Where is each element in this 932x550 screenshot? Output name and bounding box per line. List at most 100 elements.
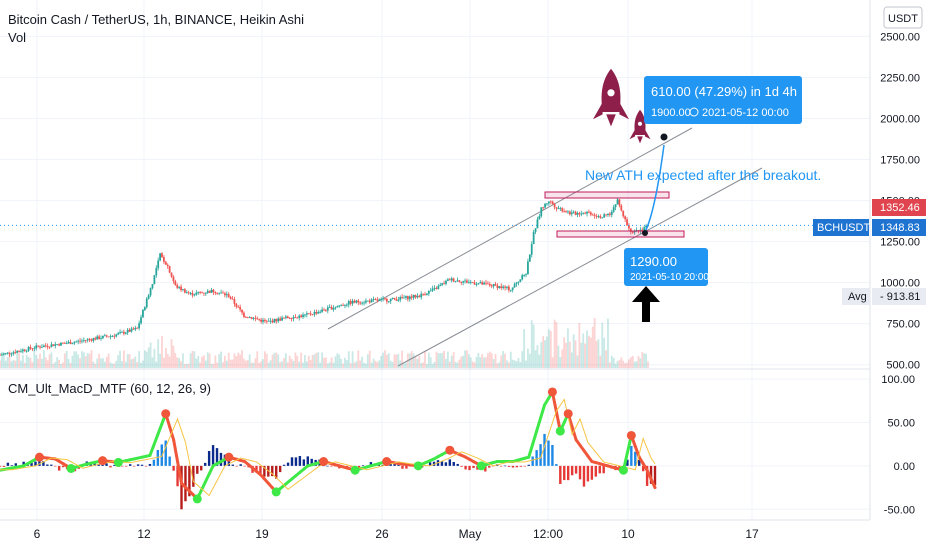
macd-histogram-bar [271,465,274,477]
candle-body [126,329,129,333]
candle-body [31,348,34,350]
currency-button[interactable]: USDT [883,6,923,29]
volume-bar [635,361,638,368]
volume-bar [107,353,110,368]
projection-callout: 610.00 (47.29%) in 1d 4h 1900.00 2021-05… [644,76,802,124]
macd-histogram-bar [172,465,175,471]
candle-body [618,199,621,206]
volume-bar [300,352,303,368]
volume-bar [113,363,116,368]
candle-body [170,272,173,277]
candle-body [345,304,348,306]
breakout-note: New ATH expected after the breakout. [585,167,821,183]
macd-histogram-bar [523,465,526,467]
macd-histogram-bar [50,464,53,466]
volume-bar [296,355,299,368]
volume-bar [122,350,125,368]
volume-bar [511,359,514,368]
candle-body [454,280,457,282]
macd-histogram-bar [653,465,657,486]
macd-histogram-bar [188,465,191,497]
volume-bar [458,359,461,368]
volume-bar [134,356,137,368]
price-axis[interactable]: 500.00750.001000.001250.001500.001750.00… [880,31,920,371]
volume-bar [462,355,465,368]
volume-bar [281,361,283,368]
macd-histogram-bar [140,464,144,466]
volume-bar [612,357,615,368]
candle-body [597,216,600,217]
macd-histogram-bar [46,464,49,466]
volume-bar [126,354,129,368]
volume-bar [130,359,133,368]
candle-body [140,317,142,324]
macd-histogram-bar [203,462,207,466]
volume-bar [143,350,146,368]
time-axis[interactable]: 6 12 19 26 May 12:00 10 17 [34,527,759,541]
volume-bar [618,360,621,368]
candle-body [265,320,268,322]
candle-body [372,299,375,300]
candle-body [498,286,501,289]
volume-bar [450,355,453,368]
volume-bar [21,354,24,368]
volume-bar [628,359,630,368]
macd-cross-dot [192,494,202,504]
volume-bar [572,334,575,368]
candle-body [431,288,434,291]
candle-body [553,204,556,208]
macd-histogram-bar [468,465,471,471]
candle-body [279,318,282,321]
volume-bar [241,350,243,368]
candle-body [572,211,575,213]
candle-body [639,229,642,232]
candle-body [6,352,9,354]
volume-bar [431,363,434,368]
macd-histogram-bar [125,465,128,467]
candle-body [223,293,226,296]
candle-body [267,320,270,322]
candle-body [172,276,175,282]
volume-bar [23,362,26,368]
candle-body [507,286,510,291]
volume-bar [389,360,392,368]
volume-bar [231,359,234,368]
price-tag-name: Avg [848,291,867,303]
candle-body [220,292,222,294]
candle-body [302,314,304,318]
macd-line-segment [152,433,160,447]
candle-body [305,313,308,315]
candle-body [300,315,303,318]
candle-body [46,345,49,347]
candle-body [555,207,558,209]
macd-histogram-bar [176,465,179,487]
volume-bar [39,353,41,368]
volume-bar [121,361,123,368]
volume-bar [239,354,242,368]
macd-histogram-bar [207,451,211,466]
candle-body [332,308,335,310]
volume-bar [620,357,623,368]
macd-line-segment [156,422,164,437]
volume-bar [397,353,400,368]
candle-body [443,283,445,285]
volume-bar [549,330,552,368]
projection-curve [644,144,665,233]
volume-bar [570,352,573,368]
volume-bar [283,357,285,368]
macd-histogram-bar [164,440,167,466]
macd-line-segment [148,443,156,457]
candle-body [4,353,7,354]
volume-bar [351,351,354,368]
volume-bar [203,355,205,368]
candle-body [222,292,224,294]
macd-axis[interactable]: -50.00 0.00 50.00 100.00 [881,374,915,516]
candle-body [628,225,630,229]
candle-body [525,274,527,276]
macd-title: CM_Ult_MacD_MTF (60, 12, 26, 9) [8,381,211,396]
macd-histogram-bar [109,465,112,468]
candle-body [351,300,354,304]
macd-histogram-bar [484,465,487,472]
volume-bar [384,350,386,368]
macd-histogram-bar [626,459,629,466]
